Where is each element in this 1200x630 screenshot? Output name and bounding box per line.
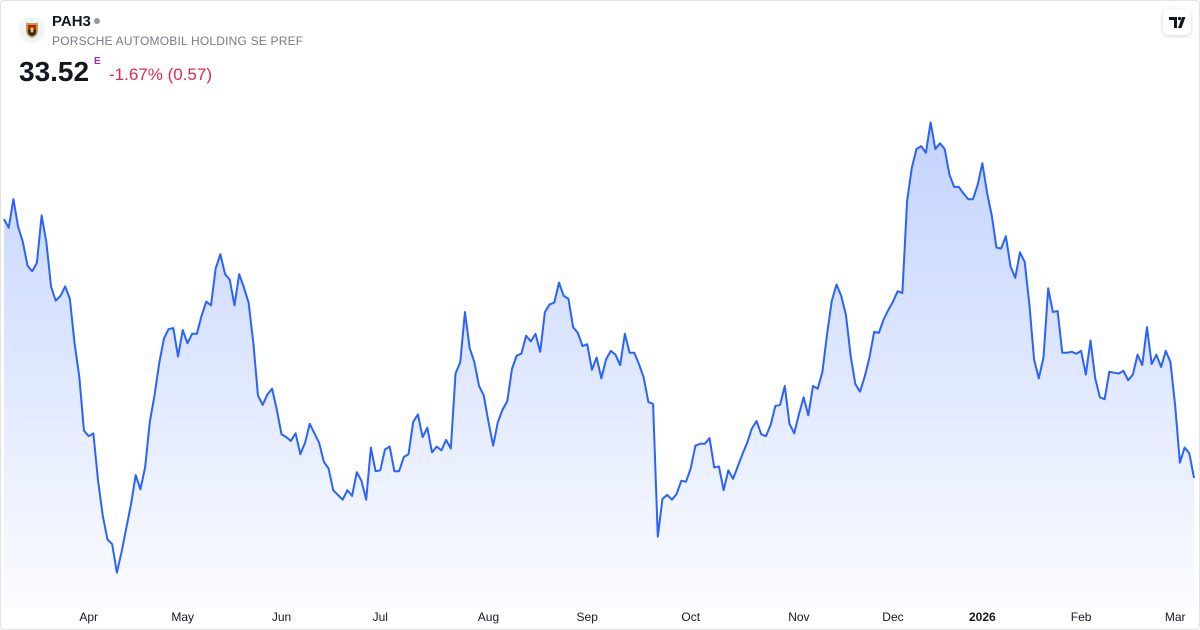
status-dot	[94, 18, 100, 24]
last-price: 33.52	[19, 56, 90, 87]
price-flag: E	[94, 56, 101, 67]
x-tick-label: Jun	[272, 610, 291, 624]
price-line	[3, 121, 1195, 574]
x-tick-label: Nov	[788, 610, 809, 624]
tradingview-logo[interactable]	[1163, 9, 1191, 35]
x-tick-label: May	[171, 610, 194, 624]
x-tick-label: Aug	[478, 610, 499, 624]
symbol: PAH3	[52, 13, 91, 30]
x-tick-label: Mar	[1165, 610, 1186, 624]
x-tick-label: Dec	[882, 610, 903, 624]
x-tick-label: Jul	[373, 610, 388, 624]
company-logo	[19, 17, 45, 43]
x-tick-label: Sep	[577, 610, 599, 624]
x-tick-label: 2026	[969, 610, 996, 624]
x-tick-label: Oct	[681, 610, 700, 624]
company-name: PORSCHE AUTOMOBIL HOLDING SE PREF	[52, 34, 304, 48]
price-area	[4, 122, 1194, 607]
price-change: -1.67% (0.57)	[109, 65, 212, 84]
x-tick-label: Apr	[79, 610, 98, 624]
x-tick-label: Feb	[1071, 610, 1092, 624]
